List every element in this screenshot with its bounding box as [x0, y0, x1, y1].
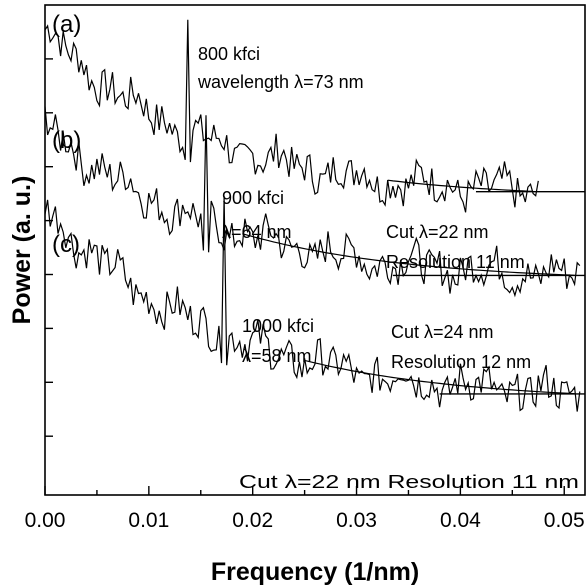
x-axis-ticks: 0.00 0.01 0.02 0.03 0.04 0.05: [25, 486, 585, 532]
panel-label-c: (c): [52, 231, 80, 258]
x-tick-label: 0.04: [440, 509, 481, 532]
series-group: [44, 19, 585, 412]
annotation-a-cut: Cut λ=22 nm: [386, 222, 489, 242]
x-tick-label: 0.01: [128, 509, 169, 532]
series-line-a: [44, 19, 539, 213]
fit-line-c: [304, 359, 575, 395]
annotation-a-density: 800 kfci: [198, 44, 260, 64]
annotation-c-density: 1000 kfci: [242, 316, 314, 336]
annotation-b-density: 900 kfci: [222, 188, 284, 208]
annotation-c-wavelength: λ=58 nm: [242, 346, 312, 366]
annotation-b-wavelength: λ=64 nm: [222, 222, 292, 242]
annotation-a-resolution: Resolution 11 nm: [386, 252, 525, 272]
y-axis-title: Power (a. u.): [8, 176, 36, 325]
y-axis-ticks: [45, 58, 53, 437]
annotation-b-resolution: Resolution 12 nm: [391, 352, 531, 372]
plot-frame: [44, 4, 586, 496]
annotation-c-cut-resolution: Cut λ=22 nm Resolution 11 nm: [239, 472, 579, 492]
x-tick-label: 0.02: [232, 509, 273, 532]
x-tick-label: 0.05: [544, 509, 585, 532]
panel-label-b: (b): [52, 127, 81, 154]
panel-label-a: (a): [52, 11, 81, 38]
x-tick-label: 0.00: [25, 509, 66, 532]
x-tick-label: 0.03: [336, 509, 377, 532]
series-line-c: [44, 196, 581, 412]
annotation-a-wavelength: wavelength λ=73 nm: [197, 72, 364, 92]
series-line-b: [44, 106, 581, 298]
fit-line-a: [387, 179, 534, 192]
annotation-b-cut: Cut λ=24 nm: [391, 322, 494, 342]
x-axis-title: Frequency (1/nm): [211, 558, 419, 586]
fit-line-b: [242, 233, 575, 276]
